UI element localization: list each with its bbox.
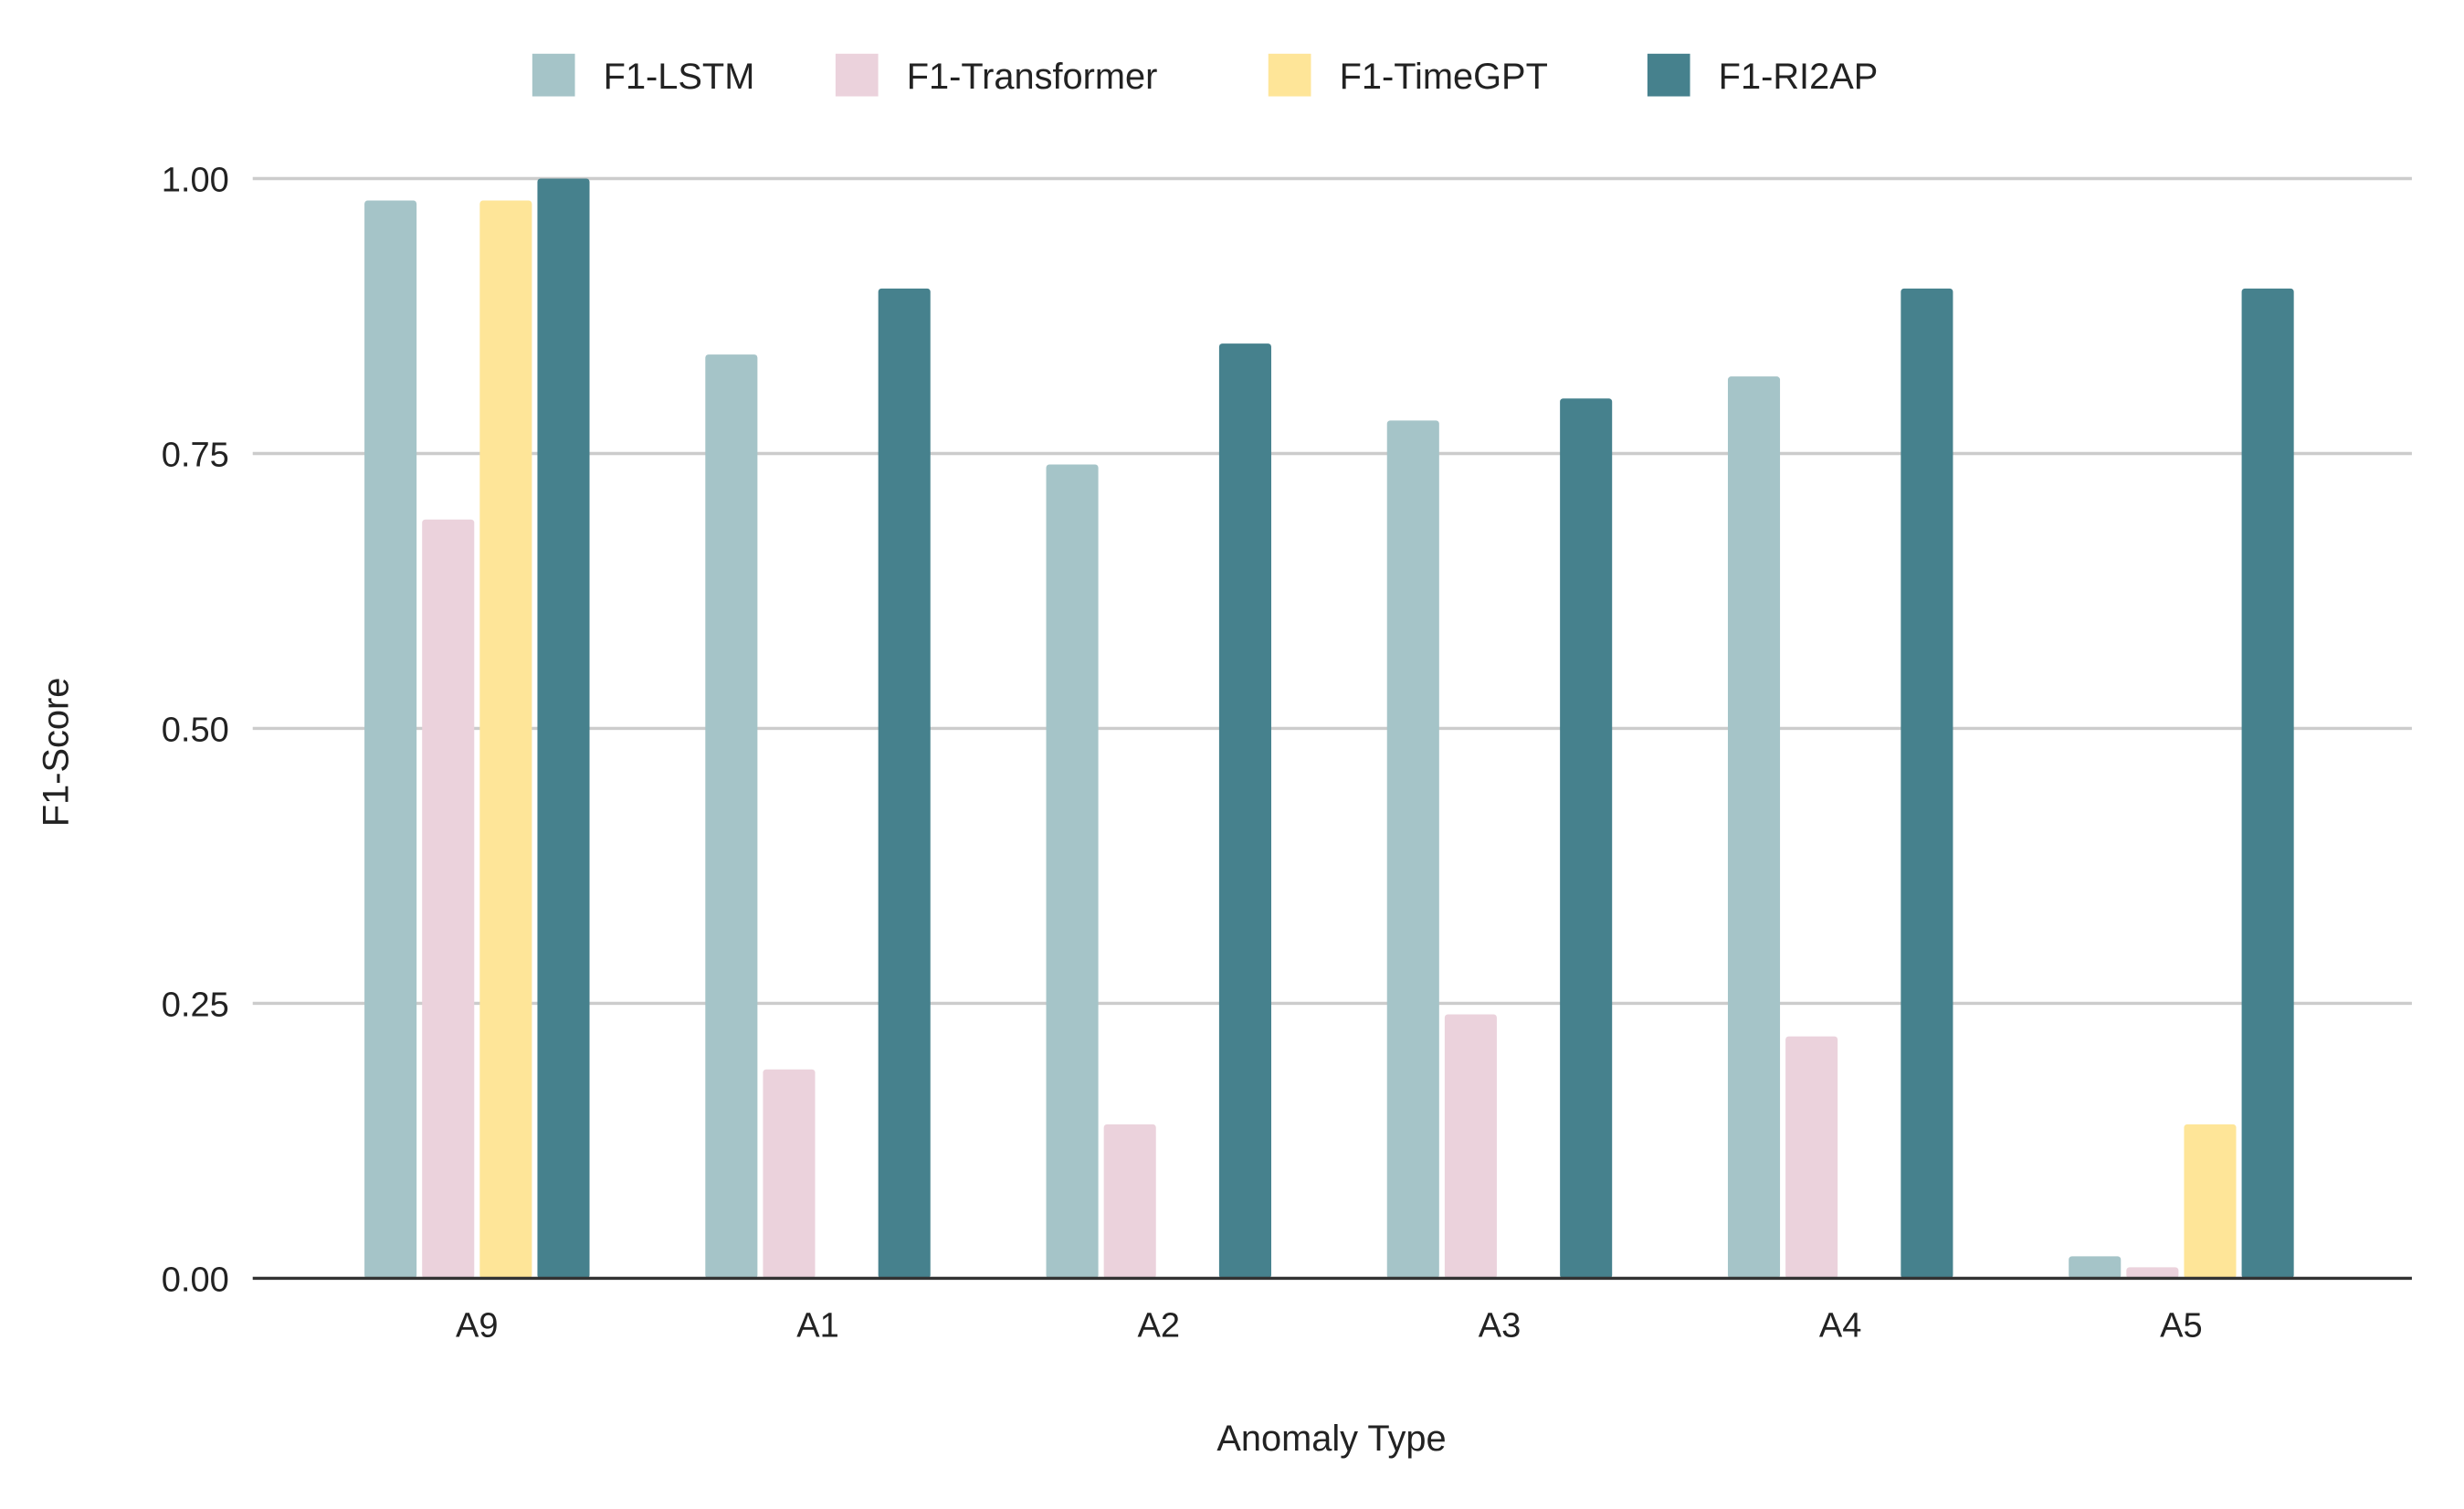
bar-A1-F1-LSTM: [705, 354, 758, 1279]
x-tick-label: A4: [1819, 1306, 1862, 1345]
bar-A1-F1-RI2AP: [878, 288, 931, 1279]
y-tick-labels: 0.00 0.25 0.50 0.75 1.00: [162, 161, 229, 1299]
y-axis-label: F1-Score: [36, 678, 76, 828]
legend-label: F1-TimeGPT: [1340, 57, 1548, 97]
x-tick-label: A2: [1137, 1306, 1180, 1345]
bar-A9-F1-TimeGPT: [479, 200, 532, 1279]
y-tick-label: 0.00: [162, 1261, 229, 1299]
bar-A9-F1-Transformer: [422, 519, 475, 1279]
bar-A4-F1-Transformer: [1785, 1036, 1838, 1279]
bar-A1-F1-Transformer: [763, 1069, 816, 1279]
legend-swatch: [1647, 53, 1690, 97]
bars: [364, 178, 2294, 1279]
legend-label: F1-Transformer: [907, 57, 1158, 97]
legend-swatch: [835, 53, 879, 97]
bar-A5-F1-LSTM: [2069, 1256, 2122, 1279]
bar-A3-F1-RI2AP: [1560, 398, 1613, 1279]
legend-swatch: [532, 53, 575, 97]
bar-A9-F1-RI2AP: [537, 178, 590, 1279]
y-tick-label: 1.00: [162, 161, 229, 199]
x-tick-labels: A9 A1 A2 A3 A4 A5: [456, 1306, 2203, 1345]
y-tick-label: 0.25: [162, 986, 229, 1024]
bar-A4-F1-RI2AP: [1901, 288, 1953, 1279]
legend: F1-LSTM F1-Transformer F1-TimeGPT F1-RI2AP: [532, 53, 1879, 97]
bar-A9-F1-LSTM: [364, 200, 417, 1279]
x-tick-label: A9: [456, 1306, 499, 1345]
y-tick-label: 0.50: [162, 711, 229, 749]
x-tick-label: A5: [2160, 1306, 2203, 1345]
bar-A5-F1-RI2AP: [2241, 288, 2294, 1279]
x-tick-label: A1: [796, 1306, 839, 1345]
bar-A2-F1-LSTM: [1046, 464, 1099, 1279]
gridlines: [252, 176, 2412, 1006]
bar-A2-F1-RI2AP: [1218, 343, 1271, 1279]
x-tick-label: A3: [1479, 1306, 1522, 1345]
legend-label: F1-RI2AP: [1719, 57, 1879, 97]
y-tick-label: 0.75: [162, 436, 229, 474]
x-axis-label: Anomaly Type: [1216, 1419, 1446, 1459]
bar-A5-F1-TimeGPT: [2184, 1124, 2237, 1279]
bar-A5-F1-Transformer: [2126, 1267, 2179, 1279]
bar-A3-F1-LSTM: [1386, 420, 1439, 1279]
bar-A4-F1-LSTM: [1727, 376, 1781, 1279]
bar-A2-F1-Transformer: [1103, 1124, 1156, 1279]
legend-label: F1-LSTM: [604, 57, 755, 97]
bar-A3-F1-Transformer: [1444, 1014, 1497, 1279]
legend-swatch: [1268, 53, 1311, 97]
